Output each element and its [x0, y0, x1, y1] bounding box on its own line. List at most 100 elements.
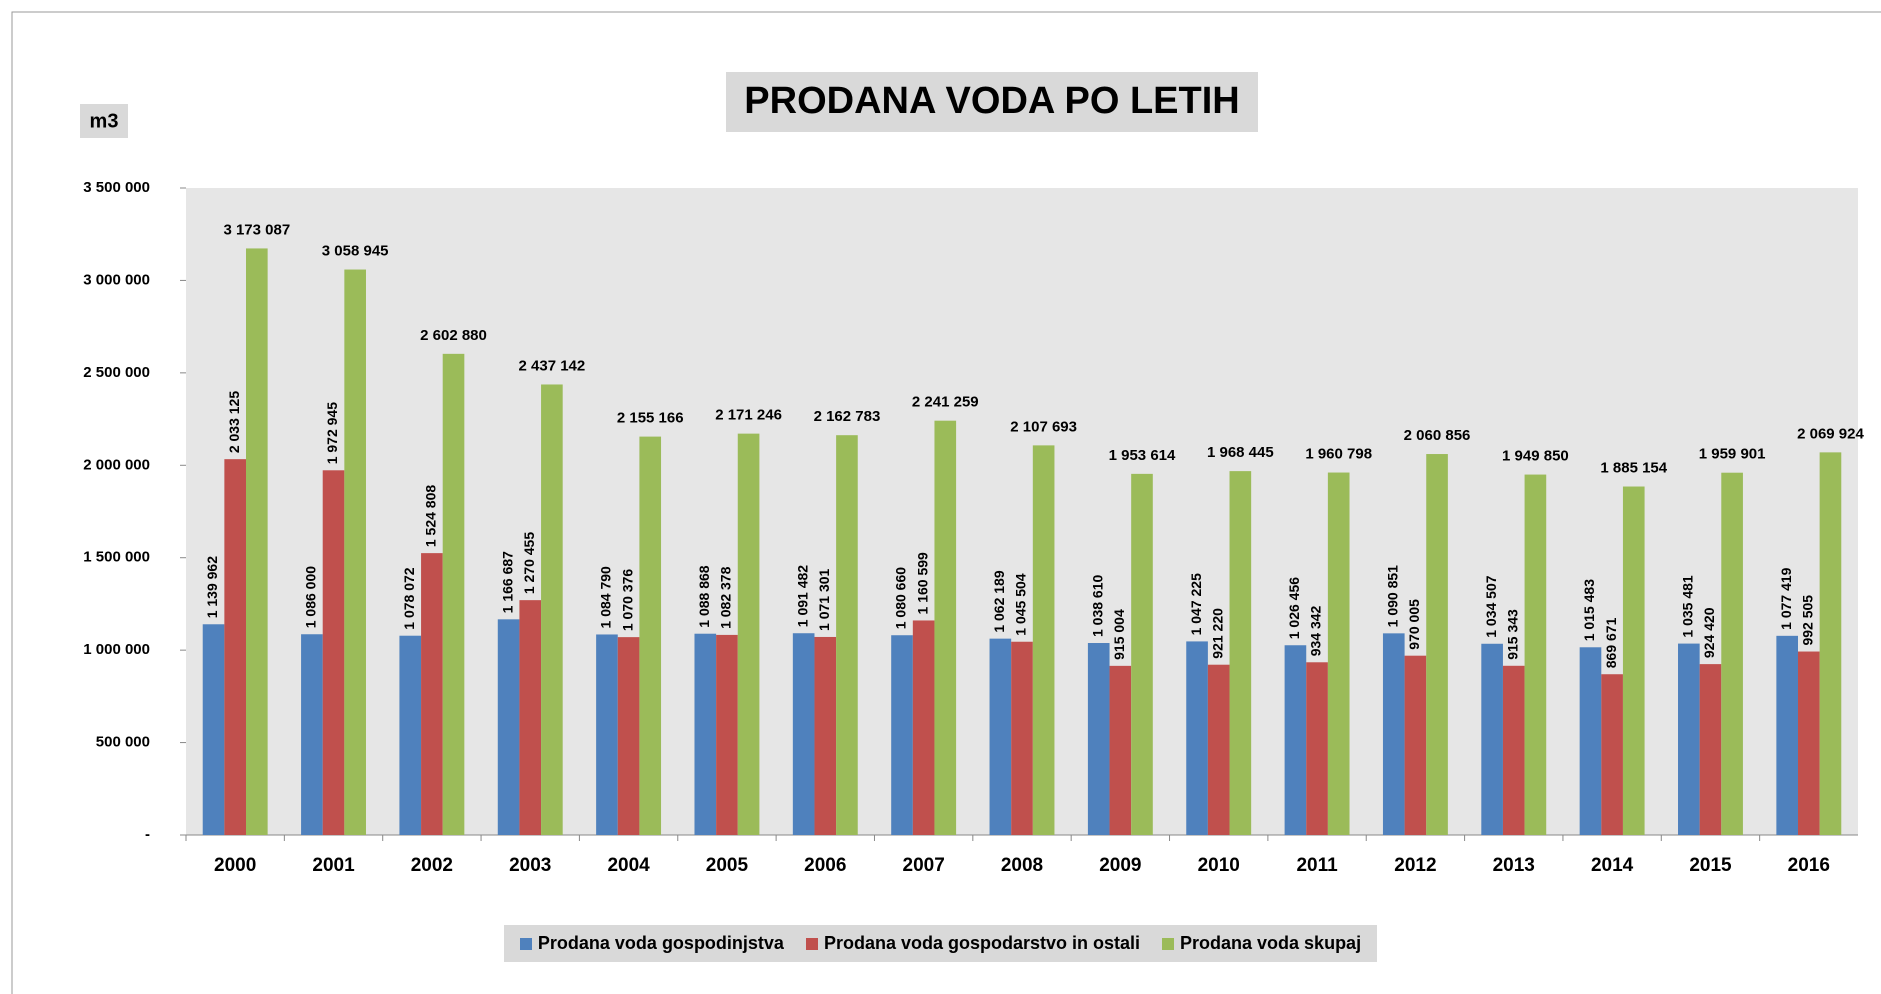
bar [716, 634, 738, 835]
bar [519, 600, 542, 835]
data-label: 3 173 087 [223, 221, 290, 238]
data-label: 915 004 [1111, 609, 1127, 660]
data-label: 1 524 808 [423, 485, 439, 547]
bar [1109, 665, 1132, 835]
data-label: 1 047 225 [1188, 573, 1204, 635]
data-label: 1 078 072 [401, 567, 417, 629]
data-label: 2 162 783 [814, 408, 881, 425]
data-label: 1 034 507 [1483, 575, 1499, 637]
bar [1776, 635, 1799, 835]
data-label: 1 088 868 [696, 565, 712, 627]
data-label: 1 070 376 [619, 569, 635, 631]
bar [1011, 641, 1033, 835]
legend: Prodana voda gospodinjstva Prodana voda g… [0, 925, 1881, 962]
data-label: 2 060 856 [1404, 427, 1471, 444]
unit-box [80, 104, 128, 138]
bar [1601, 674, 1623, 835]
legend-box: Prodana voda gospodinjstva Prodana voda g… [503, 925, 1378, 962]
legend-swatch [805, 937, 818, 950]
x-tick-label: 2012 [1394, 855, 1436, 876]
data-label: 1 086 000 [303, 566, 319, 628]
bar [1131, 473, 1153, 835]
y-tick-label: 2 500 000 [83, 364, 150, 381]
bar [694, 633, 717, 835]
legend-label: Prodana voda gospodinjstva [537, 933, 784, 953]
data-label: 1 026 456 [1286, 577, 1302, 639]
data-label: 1 139 962 [204, 556, 220, 618]
data-label: 1 071 301 [816, 568, 832, 630]
bar [1678, 643, 1700, 835]
bar [1579, 647, 1602, 835]
bar [1229, 471, 1252, 835]
bar [1382, 633, 1405, 835]
y-axis-label: m3 [90, 110, 119, 132]
data-label: 1 091 482 [794, 565, 810, 627]
bar [1502, 665, 1525, 835]
data-label: 1 953 614 [1109, 447, 1176, 464]
data-label: 1 015 483 [1581, 579, 1597, 641]
data-label: 2 602 880 [420, 327, 487, 344]
chart-title: PRODANA VODA PO LETIH [744, 80, 1239, 122]
data-label: 1 960 798 [1305, 446, 1372, 463]
bar [1699, 664, 1722, 835]
data-label: 1 959 901 [1699, 446, 1766, 463]
data-label: 1 166 687 [499, 551, 515, 613]
bar [497, 619, 520, 835]
y-tick-label: 1 000 000 [83, 641, 150, 658]
legend-label: Prodana voda gospodarstvo in ostali [823, 933, 1141, 953]
data-label: 1 090 851 [1384, 565, 1400, 627]
y-tick-label: 2 000 000 [83, 456, 150, 473]
bar [1404, 655, 1427, 835]
title-box [726, 72, 1258, 132]
data-label: 1 160 599 [914, 552, 930, 614]
x-tick-label: 2007 [903, 855, 945, 876]
bar [322, 470, 345, 835]
frame [11, 11, 1881, 994]
bar [224, 459, 246, 835]
bar [891, 635, 913, 835]
y-tick-label: 3 000 000 [83, 271, 150, 288]
bar [1721, 472, 1743, 835]
bar [1186, 641, 1208, 835]
legend-swatch [1162, 937, 1175, 950]
data-label: 1 968 445 [1207, 444, 1274, 461]
legend-item: Prodana voda skupaj [1162, 933, 1361, 954]
data-label: 2 241 259 [912, 394, 979, 411]
bar [301, 634, 323, 835]
bar [792, 633, 815, 835]
data-label: 2 437 142 [519, 357, 586, 374]
data-label: 1 077 419 [1778, 567, 1794, 629]
x-tick-label: 2003 [509, 855, 551, 876]
x-tick-label: 2001 [312, 855, 355, 876]
x-tick-label: 2015 [1689, 855, 1732, 876]
data-label: 921 220 [1209, 608, 1225, 659]
data-label: 1 082 378 [718, 566, 734, 628]
x-tick-label: 2004 [607, 855, 650, 876]
data-label: 1 084 790 [598, 566, 614, 628]
bar [814, 636, 837, 835]
x-tick-label: 2010 [1198, 855, 1240, 876]
bar [1284, 645, 1307, 835]
bar [202, 624, 225, 835]
legend-label: Prodana voda skupaj [1180, 933, 1362, 953]
y-tick-label: 3 500 000 [83, 179, 150, 196]
x-tick-label: 2002 [411, 855, 453, 876]
x-tick-label: 2011 [1296, 855, 1338, 876]
y-tick-label: - [145, 826, 150, 843]
x-tick-label: 2005 [706, 855, 749, 876]
bar [344, 269, 366, 835]
x-tick-label: 2006 [804, 855, 846, 876]
data-label: 1 062 189 [991, 570, 1007, 632]
x-tick-label: 2009 [1099, 855, 1141, 876]
x-tick-label: 2000 [214, 855, 256, 876]
data-label: 924 420 [1701, 607, 1717, 658]
bar [596, 634, 618, 835]
data-label: 2 069 924 [1797, 425, 1864, 442]
bar [1798, 651, 1820, 835]
data-label: 3 058 945 [322, 243, 389, 260]
data-label: 1 080 660 [893, 567, 909, 629]
data-label: 934 342 [1308, 605, 1324, 656]
bar [1327, 472, 1350, 835]
bar [1622, 486, 1645, 835]
